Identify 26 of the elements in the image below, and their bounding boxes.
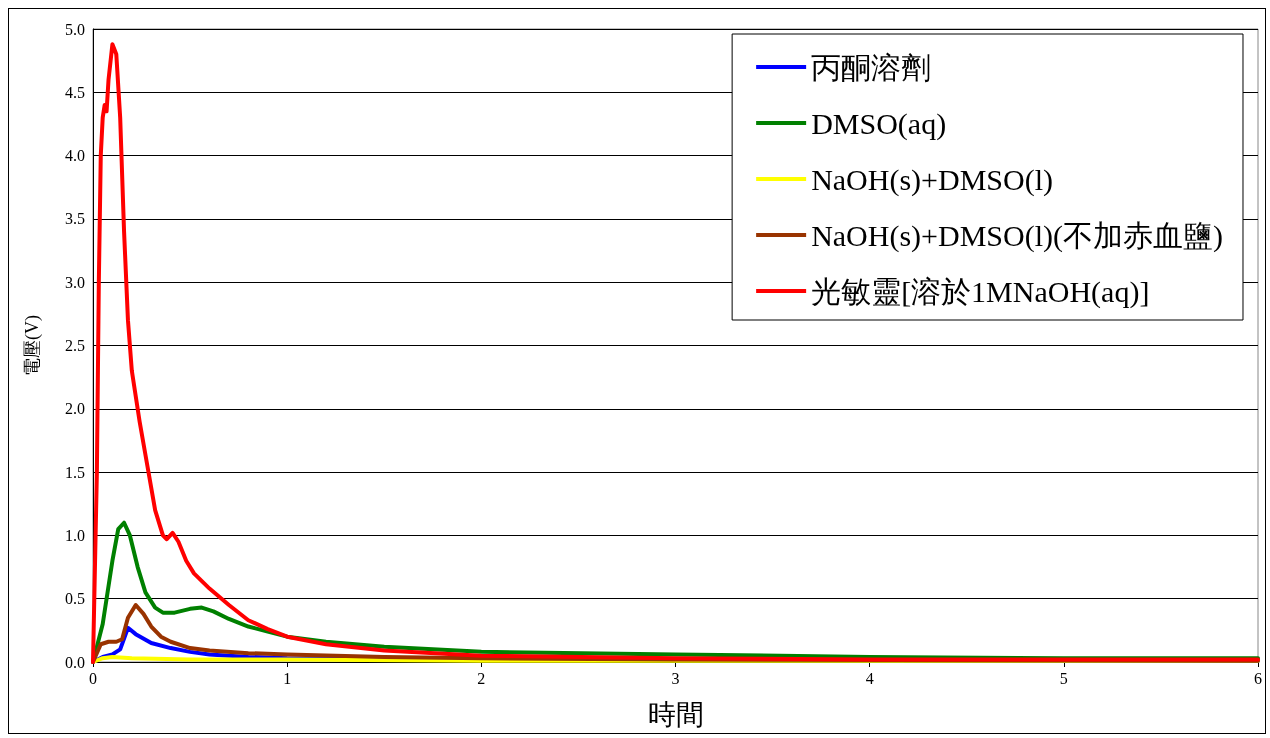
y-tick-label: 1.0 [65,526,85,544]
x-tick-label: 4 [865,669,874,687]
x-tick-label: 1 [283,669,292,687]
y-tick-label: 5.0 [65,20,85,38]
x-tick-label: 5 [1059,669,1068,687]
legend-label: NaOH(s)+DMSO(l)(不加赤血鹽) [811,218,1223,253]
legend-label: 光敏靈[溶於1MNaOH(aq)] [811,274,1150,309]
x-tick-label: 0 [89,669,97,687]
y-tick-label: 2.5 [65,337,85,354]
x-tick-label: 6 [1254,669,1262,687]
legend-label: 丙酮溶劑 [811,50,932,84]
y-tick-label: 0.5 [65,590,85,608]
y-tick-label: 2.0 [65,400,85,418]
x-tick-label: 3 [671,669,680,687]
y-axis-title: 電壓(V) [22,315,43,376]
line-series [91,42,1260,664]
legend-label: NaOH(s)+DMSO(l) [811,162,1054,197]
y-tick-label: 0.0 [65,653,85,671]
y-tick-label: 1.5 [65,463,85,481]
x-axis-title: 時間 [647,698,704,730]
legend-label: DMSO(aq) [811,106,947,141]
x-tick-label: 2 [477,669,486,687]
y-tick-label: 4.0 [65,147,85,165]
y-tick-label: 4.5 [65,83,85,101]
y-tick-label: 3.0 [65,273,85,291]
y-tick-label: 3.5 [65,210,85,228]
